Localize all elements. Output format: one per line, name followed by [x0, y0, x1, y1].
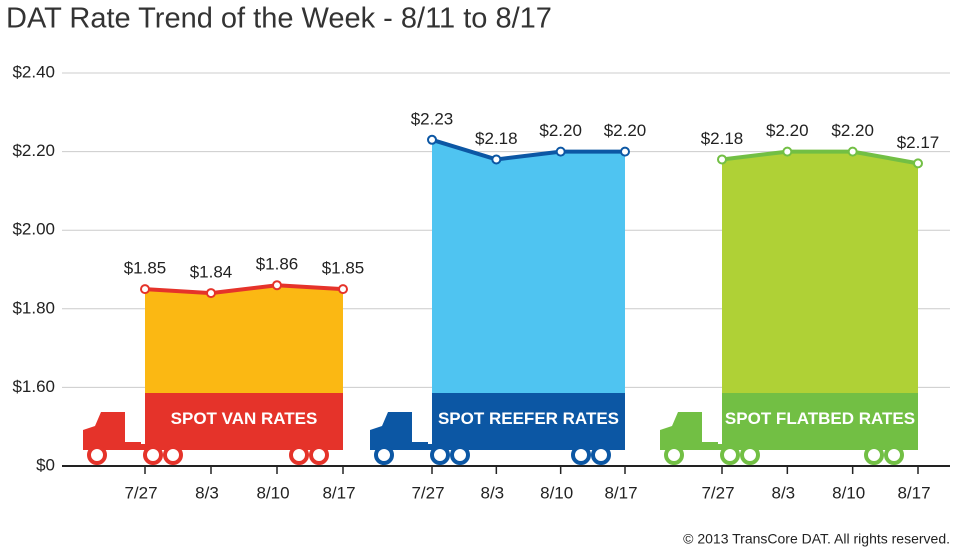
x-tick-label: 8/10 — [540, 483, 573, 502]
point — [491, 154, 502, 165]
x-tick-label: 7/27 — [124, 483, 157, 502]
y-tick-label: $2.00 — [12, 220, 55, 239]
value-label: $2.18 — [475, 129, 518, 148]
truck-label: SPOT VAN RATES — [171, 409, 318, 428]
copyright: © 2013 TransCore DAT. All rights reserve… — [683, 531, 950, 547]
truck-frame — [370, 444, 625, 450]
value-label: $1.86 — [256, 255, 299, 274]
truck-cab — [660, 412, 718, 446]
truck-label: SPOT REEFER RATES — [438, 409, 619, 428]
wheel — [571, 445, 591, 465]
area — [722, 151, 918, 395]
value-label: $2.20 — [604, 121, 647, 140]
wheel — [430, 445, 450, 465]
wheel — [884, 445, 904, 465]
value-label: $2.17 — [897, 133, 940, 152]
series-panel: SPOT VAN RATES $1.85 7/27 $1.84 8/3 $1.86 8/10… — [83, 255, 365, 502]
truck-box — [145, 393, 343, 446]
x-tick-label: 8/3 — [481, 483, 505, 502]
wheel — [740, 445, 760, 465]
wheel — [289, 445, 309, 465]
value-label: $2.20 — [766, 121, 809, 140]
x-tick-label: 8/17 — [322, 483, 355, 502]
truck-cab — [83, 412, 141, 446]
wheel — [450, 445, 470, 465]
wheel — [720, 445, 740, 465]
area — [432, 139, 625, 395]
point — [555, 146, 566, 157]
line — [721, 149, 919, 166]
point — [206, 288, 216, 299]
value-label: $2.18 — [701, 129, 744, 148]
point — [717, 154, 727, 165]
value-label: $1.85 — [124, 259, 167, 278]
truck-box — [722, 393, 918, 446]
line — [431, 137, 625, 162]
point — [782, 146, 793, 157]
value-label: $1.85 — [322, 259, 365, 278]
wheel — [87, 445, 107, 465]
chart-title: DAT Rate Trend of the Week - 8/11 to 8/1… — [6, 3, 552, 35]
point — [620, 146, 630, 157]
wheel — [309, 445, 329, 465]
x-tick-label: 8/10 — [832, 483, 865, 502]
point — [338, 284, 348, 295]
y-tick-label: $2.40 — [12, 62, 55, 81]
wheel — [374, 445, 394, 465]
x-tick-label: 8/3 — [195, 483, 219, 502]
value-label: $1.84 — [190, 263, 233, 282]
x-tick-label: 8/17 — [897, 483, 930, 502]
x-tick-label: 8/17 — [604, 483, 637, 502]
x-tick-label: 8/3 — [772, 483, 796, 502]
area — [145, 285, 343, 395]
series-panel: SPOT FLATBED RATES $2.18 7/27 $2.20 8/3 $2.20… — [660, 121, 939, 502]
truck-frame — [660, 444, 918, 450]
point — [272, 280, 282, 291]
y-tick-label: $0 — [36, 455, 55, 474]
series-panel: SPOT REEFER RATES $2.23 7/27 $2.18 8/3 $2.20 8… — [370, 109, 646, 502]
value-label: $2.20 — [539, 121, 582, 140]
point — [847, 146, 858, 157]
wheel — [664, 445, 684, 465]
x-tick-label: 7/27 — [701, 483, 734, 502]
truck-frame — [83, 444, 343, 450]
point — [140, 284, 150, 295]
value-label: $2.23 — [411, 109, 454, 128]
y-tick-label: $1.60 — [12, 377, 55, 396]
wheel — [163, 445, 183, 465]
x-tick-label: 7/27 — [411, 483, 444, 502]
wheel — [143, 445, 163, 465]
y-tick-label: $1.80 — [12, 298, 55, 317]
wheel — [591, 445, 611, 465]
truck-box — [432, 393, 625, 446]
truck-cab — [370, 412, 428, 446]
value-label: $2.20 — [831, 121, 874, 140]
y-tick-label: $2.20 — [12, 141, 55, 160]
point — [913, 158, 923, 169]
point — [427, 134, 437, 145]
line — [144, 283, 344, 296]
x-tick-label: 8/10 — [256, 483, 289, 502]
wheel — [864, 445, 884, 465]
truck-label: SPOT FLATBED RATES — [725, 409, 915, 428]
